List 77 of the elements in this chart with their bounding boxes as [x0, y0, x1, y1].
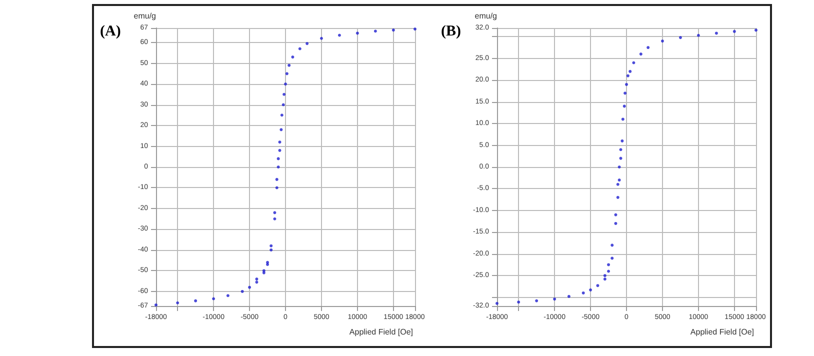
point [226, 294, 230, 298]
point [255, 278, 258, 281]
point [276, 166, 280, 168]
point [276, 157, 280, 160]
point [278, 148, 282, 152]
point [628, 70, 632, 73]
point [273, 211, 276, 214]
point [288, 64, 291, 67]
point [284, 82, 287, 86]
point [270, 244, 273, 248]
point [660, 40, 664, 43]
point [212, 297, 216, 300]
point [285, 72, 288, 76]
point [620, 139, 624, 142]
point [275, 178, 278, 181]
point [535, 299, 538, 302]
point [298, 47, 302, 50]
point [154, 303, 158, 306]
point [607, 270, 610, 273]
point [306, 42, 309, 46]
point [582, 291, 585, 294]
text: (B) [441, 24, 461, 40]
point [625, 82, 628, 86]
point [255, 280, 258, 284]
point [626, 74, 630, 78]
point [517, 300, 520, 304]
point [278, 140, 282, 144]
point [567, 294, 570, 298]
text: (A) [100, 24, 121, 40]
point [610, 256, 614, 260]
point [248, 286, 252, 289]
point [282, 92, 286, 96]
point [374, 30, 377, 33]
point [240, 290, 244, 293]
point [696, 34, 700, 37]
point [754, 28, 758, 32]
point [614, 222, 618, 225]
y-axis-title: emu/g [474, 12, 497, 20]
point [589, 288, 592, 292]
point [392, 28, 395, 32]
point [619, 148, 622, 152]
point [614, 213, 618, 216]
point [616, 182, 620, 186]
point [622, 104, 626, 108]
point [176, 301, 180, 304]
point [610, 244, 614, 247]
x-axis-title: Applied Field [Oe] [349, 328, 413, 336]
point [414, 28, 416, 31]
point [646, 46, 650, 50]
point [607, 263, 610, 266]
point [603, 278, 606, 281]
point [678, 36, 682, 40]
point [616, 196, 620, 199]
point [496, 302, 498, 305]
point [338, 34, 341, 37]
point [639, 52, 642, 56]
point [618, 166, 621, 168]
point [194, 299, 198, 302]
point [280, 128, 283, 132]
point [732, 30, 736, 33]
point [603, 274, 606, 278]
point [266, 260, 270, 264]
point [291, 56, 294, 59]
y-axis-title: emu/g [134, 12, 156, 20]
point [621, 118, 624, 121]
point [280, 114, 284, 117]
point [624, 92, 627, 95]
point [320, 36, 323, 40]
point [596, 284, 600, 288]
point [356, 32, 359, 35]
point [273, 217, 276, 220]
point [270, 248, 273, 252]
x-axis-title: Applied Field [Oe] [690, 328, 754, 336]
point [618, 178, 621, 182]
point [553, 298, 556, 301]
point [714, 32, 718, 35]
point [632, 61, 636, 64]
